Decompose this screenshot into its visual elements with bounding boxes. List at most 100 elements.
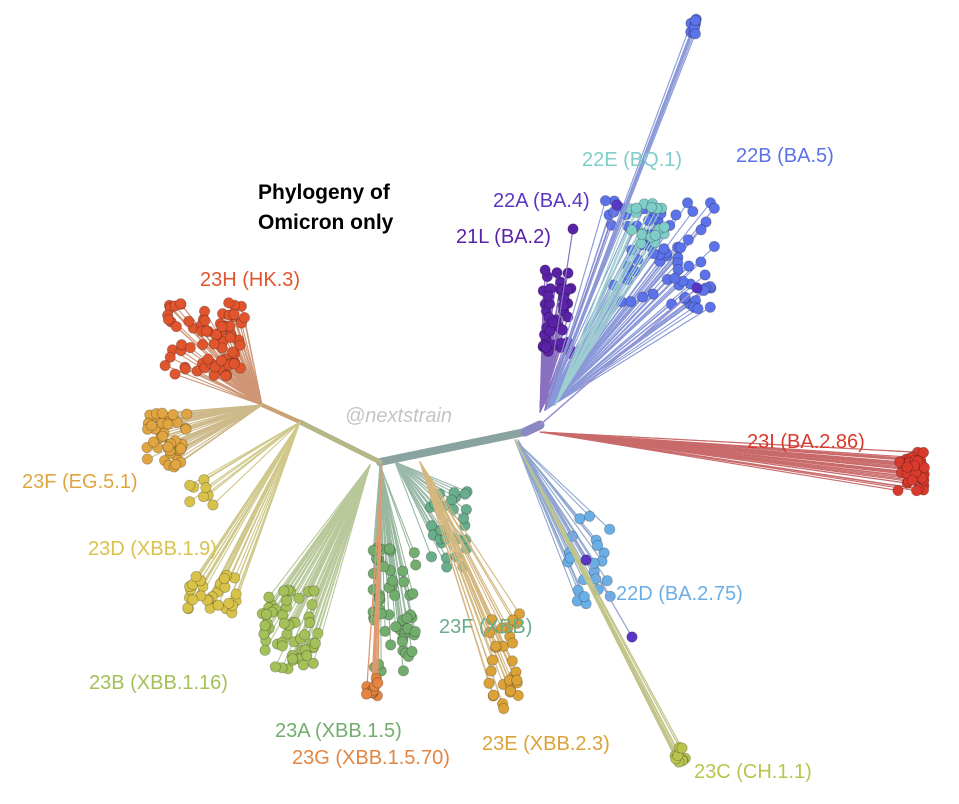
tip-22B: [626, 296, 636, 306]
tip-23D: [185, 480, 195, 490]
tip-21L: [541, 342, 551, 352]
tip-22B: [638, 292, 648, 302]
tip-23F2: [426, 552, 436, 562]
tip-23F1: [163, 442, 173, 452]
tip-23F1: [168, 409, 178, 419]
tip-23A: [410, 626, 420, 636]
tip-23E: [499, 703, 509, 713]
tip-23E: [487, 655, 497, 665]
tip-23D: [201, 482, 211, 492]
tip-23H: [199, 306, 209, 316]
tip-23D: [208, 500, 218, 510]
tip-23A: [411, 560, 421, 570]
tip-22B: [671, 210, 681, 220]
tip-22B: [693, 304, 703, 314]
tip-23F2: [460, 489, 470, 499]
tip-23F1: [147, 420, 157, 430]
tip-23A: [397, 636, 407, 646]
tip-23D: [231, 589, 241, 599]
branch-22D: [515, 440, 594, 563]
tip-23A: [398, 566, 408, 576]
tip-23E: [512, 675, 522, 685]
tip-23B: [260, 620, 270, 630]
clade-label-23F-EG: 23F (EG.5.1): [22, 472, 138, 492]
tip-22E: [646, 202, 656, 212]
tip-23B: [270, 662, 280, 672]
tip-22B: [690, 15, 700, 25]
tip-23B: [307, 599, 317, 609]
tip-23B: [299, 630, 309, 640]
branch-22D: [518, 440, 586, 560]
tip-22D: [584, 511, 594, 521]
tip-22B: [683, 235, 693, 245]
tip-23B: [305, 617, 315, 627]
tip-23F2: [441, 562, 451, 572]
tip-23H: [229, 359, 239, 369]
tip-23H: [163, 314, 173, 324]
tip-23H: [239, 312, 249, 322]
tip-23F1: [176, 443, 186, 453]
tip-23F2: [426, 520, 436, 530]
tip-23E: [488, 690, 498, 700]
tip-23B: [287, 654, 297, 664]
tip-23B: [261, 609, 271, 619]
tip-23H: [229, 309, 239, 319]
tip-23H: [201, 326, 211, 336]
clade-label-23A: 23A (XBB.1.5): [275, 721, 402, 741]
tip-22A: [612, 200, 622, 210]
tip-23F1: [171, 459, 181, 469]
clade-label-23D: 23D (XBB.1.9): [88, 539, 217, 559]
tip-22D: [602, 576, 612, 586]
tip-23E: [507, 656, 517, 666]
tip-22E: [637, 229, 647, 239]
tip-23H: [221, 371, 231, 381]
tip-23G: [361, 689, 371, 699]
tip-23F1: [142, 454, 152, 464]
tip-23H: [184, 316, 194, 326]
tip-22E: [631, 203, 641, 213]
tip-22D: [604, 524, 614, 534]
nextstrain-watermark: @nextstrain: [345, 405, 452, 428]
tip-23D: [191, 571, 201, 581]
tip-23D: [224, 598, 234, 608]
tip-22E: [659, 222, 669, 232]
tip-22B: [709, 241, 719, 251]
clade-label-23E: 23E (XBB.2.3): [482, 734, 610, 754]
tip-21L: [548, 317, 558, 327]
tip-22B: [696, 225, 706, 235]
tip-23F1: [181, 424, 191, 434]
tip-21L: [543, 291, 553, 301]
tip-23A: [398, 666, 408, 676]
trunk-branch: [262, 405, 300, 422]
tip-23I: [911, 485, 921, 495]
tip-21L: [540, 265, 550, 275]
tip-23I: [893, 485, 903, 495]
branch-23E: [420, 462, 502, 628]
tip-23H: [217, 321, 227, 331]
tip-22B: [705, 302, 715, 312]
clade-label-23G: 23G (XBB.1.5.70): [292, 748, 450, 768]
clade-label-22B: 22B (BA.5): [736, 146, 834, 166]
tip-23B: [279, 618, 289, 628]
tip-23D: [188, 594, 198, 604]
tip-23A: [407, 646, 417, 656]
title-line-2: Omicron only: [258, 208, 393, 238]
clade-label-23B: 23B (XBB.1.16): [89, 673, 228, 693]
trunk-branch: [380, 432, 525, 462]
tip-23G: [373, 678, 383, 688]
tip-23H: [180, 364, 190, 374]
tip-23I: [907, 475, 917, 485]
figure-title: Phylogeny of Omicron only: [258, 178, 393, 238]
tip-23I: [902, 462, 912, 472]
tip-23A: [390, 622, 400, 632]
tip-22A: [692, 283, 702, 293]
tip-22E: [650, 230, 660, 240]
tip-23F1: [182, 409, 192, 419]
tip-23H: [203, 354, 213, 364]
tip-23H: [160, 360, 170, 370]
tip-22B: [670, 273, 680, 283]
tip-23A: [384, 544, 394, 554]
tip-22B: [700, 270, 710, 280]
tip-23B: [281, 595, 291, 605]
tip-22D: [592, 540, 602, 550]
